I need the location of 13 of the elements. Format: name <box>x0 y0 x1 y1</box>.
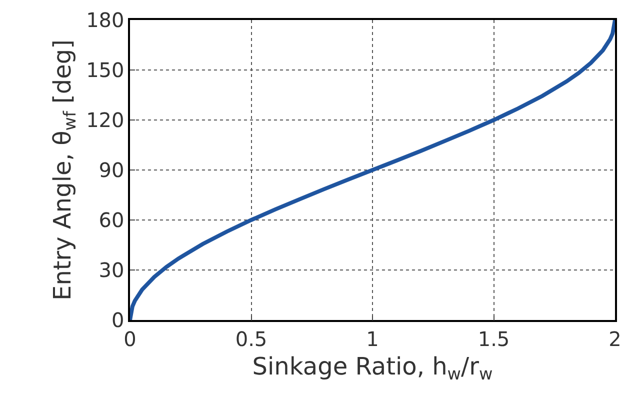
x-tick-label: 0.5 <box>235 326 268 351</box>
x-axis-title: Sinkage Ratio, h$_{w}$/r$_{w}$ <box>252 352 493 384</box>
y-tick-label: 60 <box>98 208 124 232</box>
y-tick-label: 150 <box>86 58 124 82</box>
x-tick-label: 1.5 <box>478 326 510 351</box>
y-tick-label: 180 <box>86 8 124 32</box>
y-tick-label: 120 <box>86 108 124 132</box>
y-tick-label: 30 <box>98 258 124 282</box>
x-tick-label: 1 <box>366 326 379 351</box>
y-tick-label: 90 <box>98 158 124 182</box>
x-tick-label: 2 <box>608 326 622 351</box>
line-series <box>130 20 615 320</box>
y-tick-label: 0 <box>112 308 124 332</box>
